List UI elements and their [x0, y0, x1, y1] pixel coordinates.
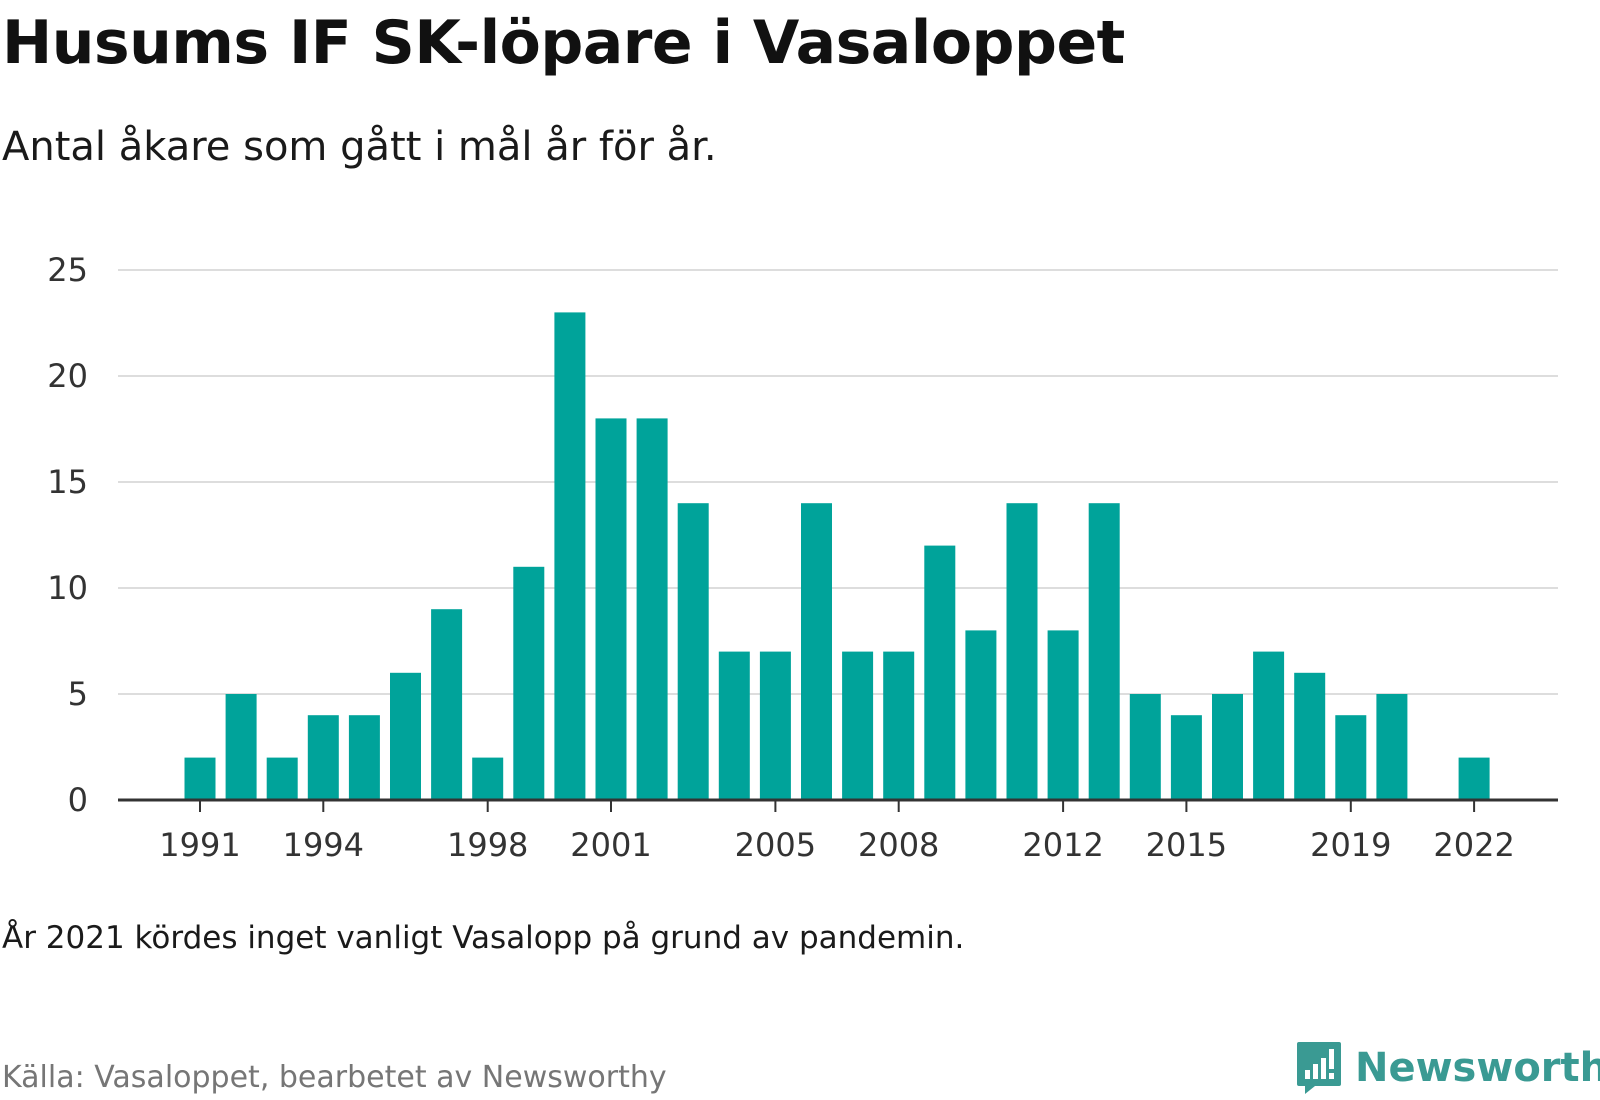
- bar: [1253, 651, 1285, 800]
- bar: [759, 651, 791, 800]
- chart-subtitle: Antal åkare som gått i mål år för år.: [2, 124, 717, 170]
- bar: [225, 694, 257, 800]
- y-tick-label: 25: [47, 251, 88, 289]
- bar: [348, 715, 380, 800]
- bar: [677, 503, 709, 800]
- bar: [636, 418, 668, 800]
- x-tick-label: 1998: [447, 826, 528, 864]
- x-tick-label: 2015: [1146, 826, 1227, 864]
- bar: [472, 757, 504, 800]
- bar: [307, 715, 339, 800]
- bar: [1212, 694, 1243, 800]
- newsworthy-logo-icon: [1297, 1042, 1341, 1094]
- source-credit: Källa: Vasaloppet, bearbetet av Newswort…: [2, 1060, 667, 1095]
- bar: [1170, 715, 1202, 800]
- y-tick-label: 5: [68, 675, 88, 713]
- x-tick-label: 1991: [159, 826, 240, 864]
- y-tick-label: 10: [47, 569, 88, 607]
- bar: [1376, 694, 1408, 800]
- bar-chart: 0 5 10 15 20 25 1991 1994 1998 2001 2005 2008 2012 20…: [47, 251, 1558, 864]
- bar: [1006, 503, 1038, 800]
- bar: [1335, 715, 1367, 800]
- brand-logo: Newsworthy: [1295, 1040, 1600, 1096]
- x-tick-label: 2001: [570, 826, 651, 864]
- bar: [595, 418, 627, 800]
- bar: [883, 651, 915, 800]
- y-tick-label: 15: [47, 463, 88, 501]
- x-tick-label: 2012: [1022, 826, 1103, 864]
- bar: [554, 312, 586, 800]
- bar: [390, 672, 421, 800]
- bar: [1088, 503, 1120, 800]
- bar: [718, 651, 750, 800]
- x-tick-label: 2022: [1433, 826, 1514, 864]
- chart-note: År 2021 kördes inget vanligt Vasalopp på…: [2, 920, 965, 956]
- bar: [801, 503, 832, 800]
- brand-name: Newsworthy: [1355, 1045, 1600, 1091]
- bar: [266, 757, 298, 800]
- bar: [431, 609, 463, 800]
- bar: [1294, 672, 1326, 800]
- x-tick-label: 1994: [283, 826, 364, 864]
- bar: [513, 566, 545, 800]
- bar: [1047, 630, 1079, 800]
- bar: [965, 630, 997, 800]
- x-tick-label: 2005: [735, 826, 816, 864]
- bar: [924, 545, 956, 800]
- x-tick-label: 2008: [858, 826, 939, 864]
- bar: [842, 651, 874, 800]
- bar: [1458, 757, 1490, 800]
- chart-title: Husums IF SK-löpare i Vasaloppet: [2, 8, 1125, 78]
- bar: [1129, 694, 1161, 800]
- bar: [184, 757, 216, 800]
- y-tick-label: 0: [68, 781, 88, 819]
- x-tick-label: 2019: [1310, 826, 1391, 864]
- y-tick-label: 20: [47, 357, 88, 395]
